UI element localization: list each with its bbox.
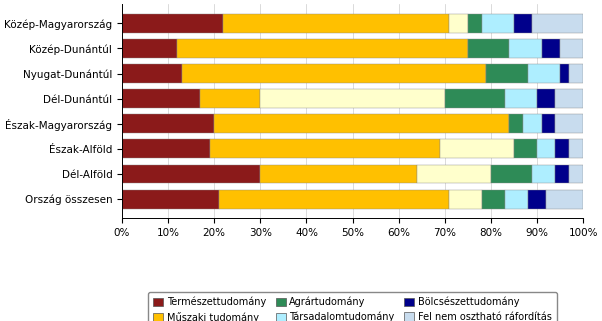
Bar [537,89,556,108]
Bar [542,114,556,133]
Bar [122,14,223,33]
Bar [560,64,569,83]
Bar [569,165,583,183]
Bar [445,89,504,108]
Bar [122,89,200,108]
Bar [569,140,583,158]
Bar [219,190,449,209]
Bar [504,190,528,209]
Bar [482,190,504,209]
Bar [528,190,546,209]
Bar [122,39,178,58]
Bar [178,39,468,58]
Bar [556,114,583,133]
Bar [449,14,468,33]
Bar [468,14,482,33]
Bar [260,165,417,183]
Bar [214,114,509,133]
Bar [546,190,583,209]
Bar [537,140,556,158]
Bar [223,14,449,33]
Bar [449,190,482,209]
Bar [468,39,509,58]
Bar [260,89,445,108]
Bar [122,140,209,158]
Bar [556,140,569,158]
Bar [556,89,583,108]
Bar [122,165,260,183]
Bar [417,165,491,183]
Bar [542,39,560,58]
Bar [491,165,532,183]
Bar [560,39,583,58]
Legend: Természettudomány, Műszaki tudomány, Orvostudomány, Agrártudomány, Társadalomtud: Természettudomány, Műszaki tudomány, Orv… [148,292,557,321]
Bar [514,14,532,33]
Bar [122,114,214,133]
Bar [556,165,569,183]
Bar [122,190,219,209]
Bar [182,64,486,83]
Bar [504,89,537,108]
Bar [523,114,542,133]
Bar [200,89,260,108]
Bar [440,140,514,158]
Bar [482,14,514,33]
Bar [532,165,556,183]
Bar [569,64,583,83]
Bar [486,64,528,83]
Bar [509,39,542,58]
Bar [532,14,583,33]
Bar [514,140,537,158]
Bar [528,64,560,83]
Bar [122,64,182,83]
Bar [509,114,523,133]
Bar [209,140,440,158]
